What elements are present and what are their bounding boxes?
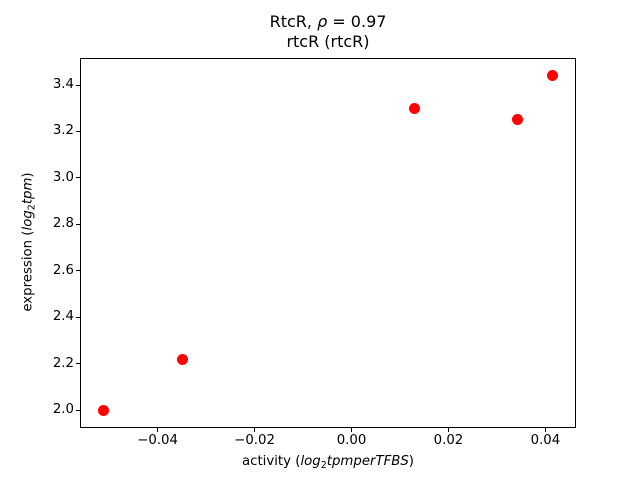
- y-axis-tick: [76, 84, 80, 86]
- x-axis-tick: [351, 428, 352, 432]
- y-axis-tick: [76, 270, 80, 272]
- chart-title-line2: rtcR (rtcR): [286, 32, 370, 51]
- y-axis-tick: [76, 223, 80, 225]
- y-axis-tick-label: 3.0: [52, 169, 74, 185]
- y-axis-tick-label: 2.8: [52, 216, 74, 232]
- y-axis-label-math: tpm: [20, 177, 36, 205]
- y-axis-tick-label: 2.2: [52, 355, 74, 371]
- y-axis-label-suffix: ): [20, 172, 36, 178]
- x-axis-tick: [544, 428, 546, 432]
- x-axis-tick-label: 0.02: [433, 433, 464, 448]
- scatter-data-point: [97, 404, 109, 416]
- title-text: RtcR,: [269, 12, 318, 31]
- y-axis-tick-label: 2.6: [52, 262, 74, 278]
- y-axis-tick: [76, 316, 80, 318]
- y-axis-label-log: log: [20, 210, 36, 231]
- x-axis-tick-label: 0.04: [530, 433, 561, 448]
- scatter-data-point: [408, 102, 420, 114]
- x-axis-label-math: tpmperTFBS: [326, 454, 409, 469]
- y-axis-tick-label: 2.4: [52, 309, 74, 325]
- scatter-data-point: [547, 70, 559, 82]
- chart-title-line1: RtcR, ρ = 0.97: [80, 12, 576, 32]
- y-axis-label-prefix: expression (: [20, 230, 36, 312]
- x-axis-tick: [447, 428, 449, 432]
- x-axis-label-prefix: activity (: [242, 454, 301, 469]
- x-axis-tick-label: −0.04: [137, 433, 178, 448]
- y-axis-label: expression (log2tpm): [21, 172, 38, 311]
- x-axis-tick: [157, 428, 159, 432]
- chart-title: RtcR, ρ = 0.97 rtcR (rtcR): [80, 12, 576, 52]
- plot-area: −0.04 −0.02 0.00 0.02 0.04 2.0 2.2 2.4 2.6 2.8 3.0…: [53, 58, 576, 448]
- y-axis-tick: [76, 363, 80, 365]
- x-axis-label-subscript: 2: [320, 460, 327, 471]
- y-axis-tick-label: 3.4: [52, 77, 74, 93]
- scatter-data-point: [511, 114, 523, 126]
- y-axis-label-subscript: 2: [26, 204, 38, 211]
- y-axis-tick: [76, 130, 80, 132]
- x-axis-tick-label: −0.02: [234, 433, 275, 448]
- x-axis-label-suffix: ): [408, 454, 414, 469]
- y-axis-tick: [76, 177, 80, 179]
- title-rho-symbol: ρ: [317, 12, 328, 31]
- y-axis-tick-label: 3.2: [52, 123, 74, 139]
- x-axis-label: activity (log2tpmperTFBS): [80, 454, 576, 471]
- x-axis-tick-label: 0.00: [336, 433, 367, 448]
- title-correlation-value: = 0.97: [327, 12, 387, 31]
- x-axis-tick: [254, 428, 256, 432]
- x-axis-label-log: log: [300, 454, 321, 469]
- scatter-data-point: [177, 353, 189, 365]
- y-axis-tick: [76, 409, 80, 411]
- y-axis-tick-label: 2.0: [52, 402, 74, 418]
